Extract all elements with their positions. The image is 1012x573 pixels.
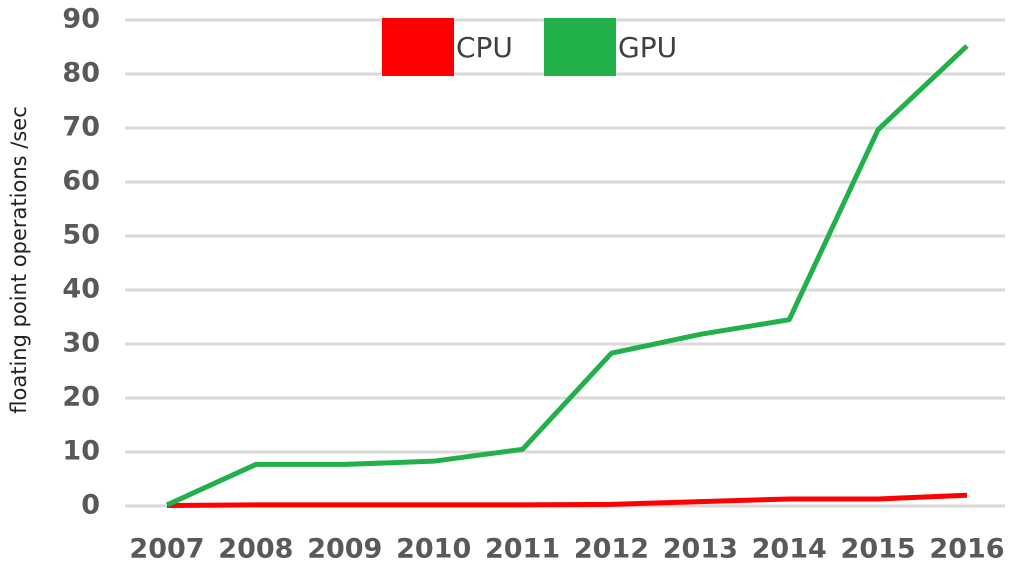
data-line <box>165 44 969 508</box>
x-tick-label: 2008 <box>218 534 293 565</box>
x-tick-label: 2013 <box>663 534 738 565</box>
y-tick-label: 20 <box>62 382 100 413</box>
legend-label: GPU <box>618 31 677 64</box>
y-axis-label: floating point operations /sec <box>7 106 31 413</box>
x-tick-label: 2015 <box>841 534 916 565</box>
legend-label: CPU <box>456 31 513 64</box>
y-tick-label: 40 <box>62 274 100 305</box>
y-tick-label: 60 <box>62 166 100 197</box>
y-tick-label: 70 <box>62 112 100 143</box>
x-tick-label: 2014 <box>752 534 827 565</box>
data-line <box>166 492 968 508</box>
x-tick-label: 2009 <box>307 534 382 565</box>
y-tick-label: 10 <box>62 436 100 467</box>
y-tick-label: 90 <box>62 4 100 35</box>
y-tick-label: 30 <box>62 328 100 359</box>
y-tick-label: 0 <box>81 490 100 521</box>
y-tick-label: 80 <box>62 58 100 89</box>
legend-swatch <box>382 18 454 76</box>
x-tick-label: 2011 <box>485 534 560 565</box>
x-tick-label: 2016 <box>929 534 1004 565</box>
y-tick-label: 50 <box>62 220 100 251</box>
x-tick-label: 2010 <box>396 534 471 565</box>
x-tick-label: 2007 <box>129 534 204 565</box>
legend-swatch <box>544 18 616 76</box>
x-tick-label: 2012 <box>574 534 649 565</box>
